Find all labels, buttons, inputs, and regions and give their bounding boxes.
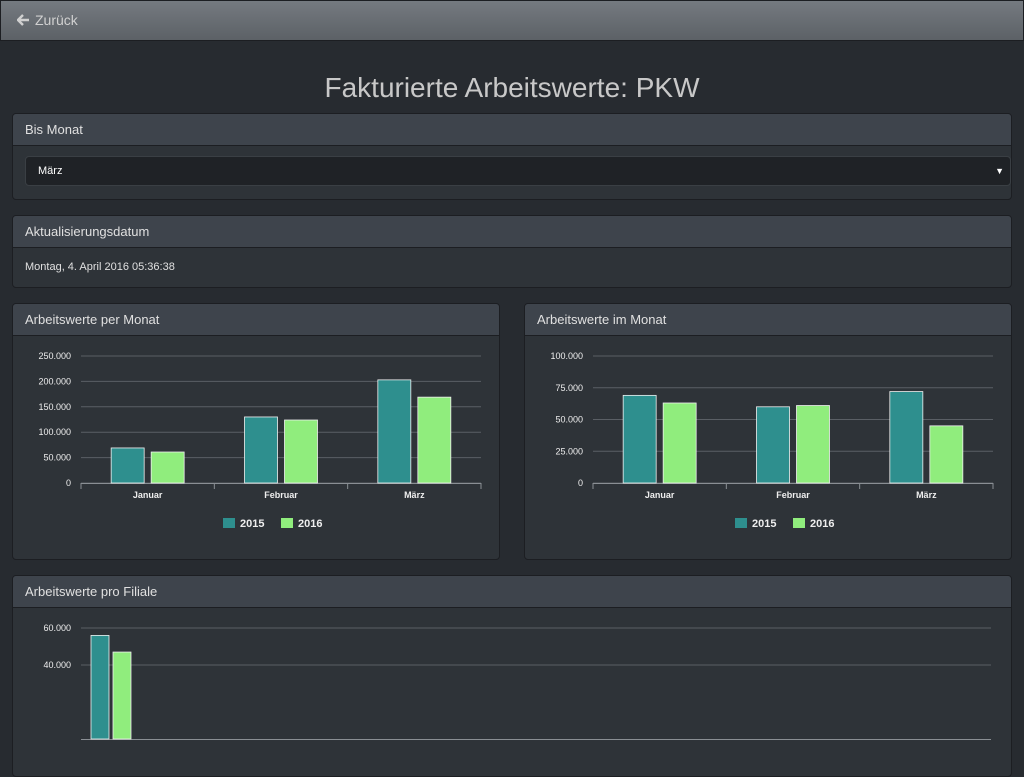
y-tick-label: 40.000 xyxy=(43,660,71,670)
panel-heading: Aktualisierungsdatum xyxy=(13,216,1011,248)
back-button[interactable]: Zurück xyxy=(17,12,78,28)
y-tick-label: 60.000 xyxy=(43,623,71,633)
bar xyxy=(756,406,790,484)
bar xyxy=(796,405,830,484)
bar xyxy=(622,394,657,484)
y-tick-label: 50.000 xyxy=(43,453,71,463)
y-tick-label: 50.000 xyxy=(555,415,583,425)
x-tick-label: März xyxy=(916,490,937,500)
bar xyxy=(90,634,110,740)
y-tick-label: 0 xyxy=(578,478,583,488)
x-tick-label: Januar xyxy=(133,490,163,500)
month-select[interactable]: März ▼ xyxy=(25,156,1011,186)
panel-heading: Bis Monat xyxy=(13,114,1011,146)
legend-label: 2016 xyxy=(298,518,322,530)
y-tick-label: 75.000 xyxy=(555,383,583,393)
chart-panel: Arbeitswerte im Monat 0 25.000 50.000 75.00… xyxy=(524,303,1012,560)
chart: 0 25.000 50.000 75.000 100.000 Januar Februar M… xyxy=(550,351,994,530)
bar xyxy=(110,447,145,484)
bar xyxy=(417,396,452,484)
bar xyxy=(284,419,318,484)
legend-label: 2015 xyxy=(752,518,776,530)
legend-swatch xyxy=(223,518,235,528)
legend-swatch xyxy=(793,518,805,528)
chart-title: Arbeitswerte per Monat xyxy=(13,304,499,336)
chart-panel: Arbeitswerte pro Filiale 40.000 60.000 xyxy=(12,575,1012,777)
x-tick-label: März xyxy=(404,490,425,500)
bar xyxy=(662,402,697,484)
y-tick-label: 200.000 xyxy=(38,376,71,386)
x-tick-label: Januar xyxy=(645,490,675,500)
y-tick-label: 25.000 xyxy=(555,446,583,456)
bar xyxy=(112,651,132,740)
back-label[interactable]: Zurück xyxy=(35,12,78,28)
chart: 40.000 60.000 xyxy=(43,623,991,740)
y-tick-label: 100.000 xyxy=(550,351,583,361)
y-tick-label: 150.000 xyxy=(38,402,71,412)
page-title: Fakturierte Arbeitswerte: PKW xyxy=(324,72,700,103)
update-panel: Aktualisierungsdatum Montag, 4. April 20… xyxy=(12,215,1012,288)
y-tick-label: 100.000 xyxy=(38,427,71,437)
x-tick-label: Februar xyxy=(264,490,298,500)
x-tick-label: Februar xyxy=(776,490,810,500)
legend-swatch xyxy=(735,518,747,528)
caret: ▼ xyxy=(995,166,1004,176)
bar xyxy=(244,416,278,484)
legend-swatch xyxy=(281,518,293,528)
bar xyxy=(929,425,964,484)
legend-label: 2016 xyxy=(810,518,834,530)
y-tick-label: 250.000 xyxy=(38,351,71,361)
chart-panel: Arbeitswerte per Monat 0 50.000 100.000 150… xyxy=(12,303,500,560)
month-panel: Bis Monat März ▼ xyxy=(12,113,1012,200)
bar xyxy=(889,391,924,484)
chart-title: Arbeitswerte im Monat xyxy=(525,304,1011,336)
navbar: Zurück xyxy=(0,0,1024,41)
legend-label: 2015 xyxy=(240,518,264,530)
update-date: Montag, 4. April 2016 05:36:38 xyxy=(25,261,175,273)
chart-title: Arbeitswerte pro Filiale xyxy=(13,576,1011,608)
bar xyxy=(377,379,412,484)
chart: 0 50.000 100.000 150.000 200.000 250.000 Janua… xyxy=(38,351,482,530)
back-icon xyxy=(17,14,29,26)
bar xyxy=(150,451,185,484)
select-value: März xyxy=(38,165,63,177)
y-tick-label: 0 xyxy=(66,478,71,488)
